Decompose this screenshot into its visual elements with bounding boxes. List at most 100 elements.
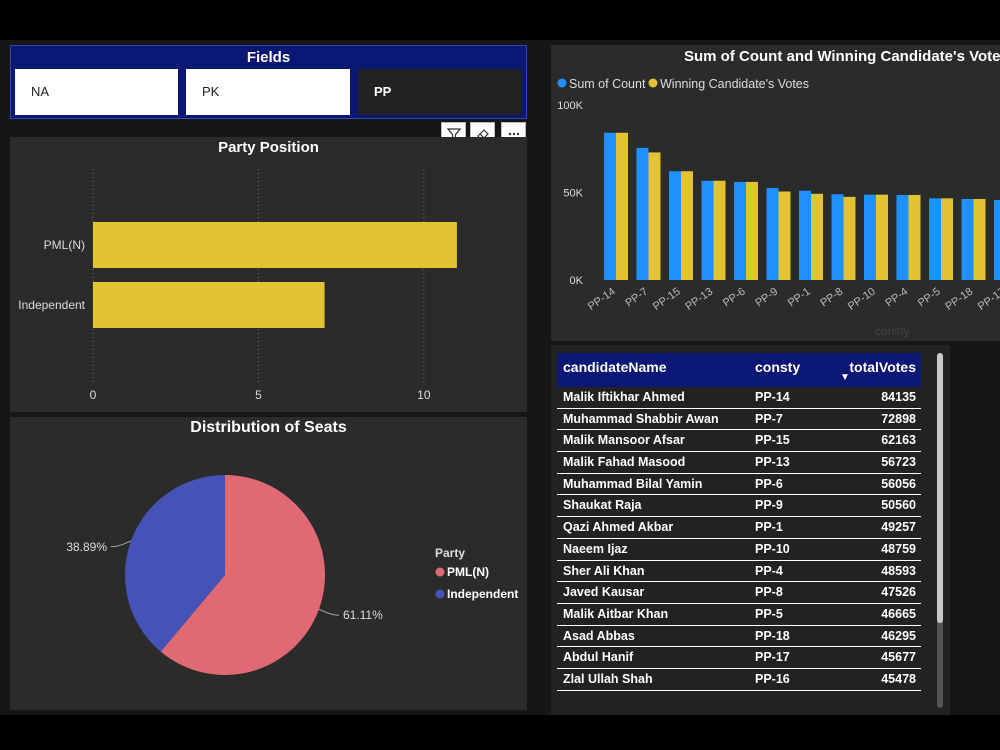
- column-x-tick: PP-4: [883, 286, 910, 310]
- column-bar[interactable]: [734, 181, 746, 280]
- column-bar[interactable]: [961, 198, 974, 280]
- field-option-na[interactable]: NA: [15, 69, 178, 115]
- table: candidateName consty totalVotes ▼ Malik …: [557, 353, 921, 691]
- cell-total-votes: 49257: [881, 520, 916, 535]
- column-bar[interactable]: [799, 190, 811, 280]
- column-bar[interactable]: [669, 171, 681, 280]
- table-row[interactable]: Malik Aitbar Khan PP-5 46665: [557, 604, 921, 626]
- cell-total-votes: 45677: [881, 650, 916, 665]
- party-position-chart[interactable]: Party Position 0 5 10 PML(N) Independent: [10, 137, 527, 412]
- column-bar[interactable]: [604, 132, 616, 280]
- party-bar[interactable]: [93, 222, 457, 268]
- column-bar[interactable]: [831, 194, 844, 280]
- sum-count-winning-votes-chart[interactable]: Sum of Count and Winning Candidate's Vot…: [551, 45, 1000, 341]
- column-bar[interactable]: [746, 181, 758, 280]
- cell-consty: PP-18: [755, 628, 790, 643]
- distribution-title: Distribution of Seats: [190, 419, 347, 436]
- column-x-axis-title: consty: [875, 324, 910, 338]
- column-bar[interactable]: [701, 180, 714, 280]
- cell-consty: PP-14: [755, 390, 790, 404]
- cell-total-votes: 48593: [881, 563, 916, 578]
- column-bar[interactable]: [929, 198, 941, 280]
- column-bar[interactable]: [843, 196, 856, 280]
- cell-consty: PP-6: [755, 476, 783, 491]
- column-x-tick: PP-13: [683, 286, 715, 313]
- column-bar[interactable]: [766, 187, 779, 280]
- fields-slicer: Fields NA PK PP: [10, 45, 527, 119]
- column-bar[interactable]: [811, 193, 823, 280]
- party-category-label: PML(N): [44, 238, 85, 252]
- column-bar[interactable]: [616, 132, 628, 280]
- column-legend-label[interactable]: Winning Candidate's Votes: [660, 77, 809, 91]
- column-bar[interactable]: [994, 200, 1000, 280]
- cell-consty: PP-8: [755, 585, 783, 600]
- pie-legend-label[interactable]: PML(N): [447, 565, 489, 579]
- table-body: Malik Iftikhar Ahmed PP-14 84135 Muhammad S…: [557, 387, 921, 691]
- table-row[interactable]: Asad Abbas PP-18 46295: [557, 626, 921, 648]
- column-bar[interactable]: [636, 147, 649, 280]
- table-row[interactable]: Muhammad Shabbir Awan PP-7 72898: [557, 409, 921, 431]
- cell-total-votes: 72898: [881, 411, 916, 426]
- cell-total-votes: 46295: [881, 628, 916, 643]
- table-row[interactable]: Malik Fahad Masood PP-13 56723: [557, 452, 921, 474]
- col-header-total-votes[interactable]: totalVotes: [849, 359, 916, 375]
- column-x-tick: PP-7: [623, 286, 650, 310]
- column-bar[interactable]: [864, 194, 876, 280]
- cell-consty: PP-9: [755, 498, 783, 513]
- table-scrollbar[interactable]: [937, 353, 943, 708]
- column-bar[interactable]: [876, 194, 888, 280]
- col-header-candidate-name[interactable]: candidateName: [563, 359, 667, 375]
- candidates-table[interactable]: candidateName consty totalVotes ▼ Malik …: [551, 345, 950, 715]
- column-x-tick: PP-18: [943, 286, 975, 313]
- fields-title: Fields: [246, 49, 291, 66]
- party-x-tick: 5: [255, 388, 262, 402]
- column-bar[interactable]: [681, 171, 693, 280]
- party-position-title: Party Position: [218, 139, 319, 156]
- table-row[interactable]: Zlal Ullah Shah PP-16 45478: [557, 669, 921, 691]
- cell-candidate-name: Malik Fahad Masood: [563, 455, 686, 470]
- table-row[interactable]: Abdul Hanif PP-17 45677: [557, 647, 921, 669]
- table-row[interactable]: Malik Iftikhar Ahmed PP-14 84135: [557, 387, 921, 409]
- table-row[interactable]: Naeem Ijaz PP-10 48759: [557, 539, 921, 561]
- cell-consty: PP-15: [755, 433, 790, 448]
- table-row[interactable]: Malik Mansoor Afsar PP-15 62163: [557, 430, 921, 453]
- cell-total-votes: 62163: [881, 433, 916, 448]
- column-legend-label[interactable]: Sum of Count: [569, 77, 646, 91]
- column-bar[interactable]: [941, 198, 953, 280]
- column-bar[interactable]: [973, 198, 986, 280]
- cell-total-votes: 48759: [881, 541, 916, 556]
- table-row[interactable]: Qazi Ahmed Akbar PP-1 49257: [557, 517, 921, 539]
- table-header: candidateName consty totalVotes ▼: [557, 353, 921, 387]
- table-row[interactable]: Shaukat Raja PP-9 50560: [557, 495, 921, 518]
- sort-desc-icon[interactable]: ▼: [840, 372, 850, 383]
- column-x-tick: PP-9: [753, 286, 780, 310]
- table-row[interactable]: Sher Ali Khan PP-4 48593: [557, 561, 921, 583]
- column-chart-svg: Sum of Count Winning Candidate's Votes 0K 5…: [557, 77, 1000, 338]
- table-row[interactable]: Javed Kausar PP-8 47526: [557, 582, 921, 604]
- pie-legend-label[interactable]: Independent: [447, 587, 518, 601]
- column-y-tick: 50K: [563, 188, 583, 200]
- column-bar[interactable]: [713, 180, 726, 280]
- distribution-of-seats-chart[interactable]: Distribution of Seats 61.11% 38.89% Party P…: [10, 417, 527, 710]
- cell-candidate-name: Javed Kausar: [563, 585, 645, 600]
- cell-candidate-name: Malik Aitbar Khan: [563, 606, 669, 621]
- party-x-tick: 0: [90, 388, 97, 402]
- field-option-pp[interactable]: PP: [358, 69, 521, 115]
- column-bar[interactable]: [896, 194, 909, 280]
- column-bar[interactable]: [778, 191, 791, 280]
- column-y-tick: 0K: [570, 275, 584, 287]
- cell-candidate-name: Naeem Ijaz: [563, 541, 628, 556]
- column-bar[interactable]: [908, 194, 921, 280]
- pie-slice[interactable]: [160, 475, 325, 675]
- pie-slice[interactable]: [124, 475, 225, 652]
- col-header-consty[interactable]: consty: [755, 359, 801, 375]
- cell-total-votes: 84135: [881, 390, 916, 404]
- scrollbar-thumb[interactable]: [937, 353, 943, 623]
- cell-total-votes: 45478: [881, 671, 916, 686]
- field-option-pk[interactable]: PK: [186, 69, 350, 115]
- party-bar[interactable]: [93, 282, 325, 328]
- cell-consty: PP-16: [755, 671, 790, 686]
- cell-candidate-name: Abdul Hanif: [563, 650, 634, 665]
- column-bar[interactable]: [648, 152, 661, 280]
- table-row[interactable]: Muhammad Bilal Yamin PP-6 56056: [557, 474, 921, 496]
